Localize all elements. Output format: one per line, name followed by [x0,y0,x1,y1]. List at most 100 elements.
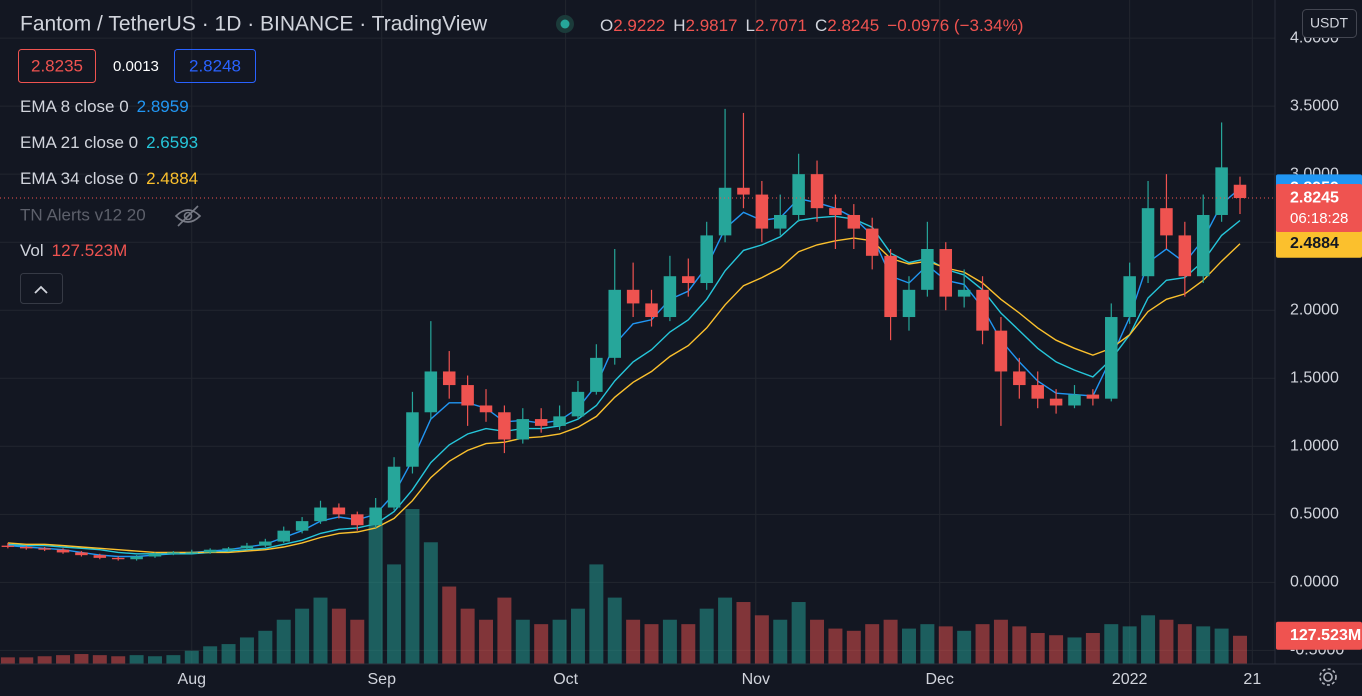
candle-body [277,530,290,542]
candle-body [700,235,713,284]
volume-bar [92,655,107,664]
ema-value: 2.6593 [146,133,198,152]
bid-price[interactable]: 2.8235 [31,56,83,75]
y-tick-label: 3.5000 [1290,97,1339,114]
volume-bar [350,619,365,664]
volume-bar [552,619,567,664]
candle-body [1105,317,1118,399]
volume-bar [957,630,972,664]
volume-bar [1012,626,1027,664]
volume-bar [607,597,622,664]
volume-bar [773,619,788,664]
volume-bar [1122,626,1137,664]
candle-body [773,214,787,229]
y-tick-label: 0.5000 [1290,506,1339,523]
candle-body [847,214,861,229]
candle-body [682,276,695,284]
chevron-icon[interactable] [34,285,48,294]
volume-bar [37,656,52,664]
volume-legend: Vol 127.523M [20,241,127,260]
x-tick-label: Aug [178,671,206,688]
volume-bar [74,654,89,664]
candle-body [222,548,235,550]
price-axis [1275,0,1362,696]
legend: Fantom / TetherUS · 1D · BINANCE · Tradi… [18,13,1023,304]
volume-tag-bg [1276,621,1362,650]
candle-body [1233,184,1247,199]
hidden-icon[interactable] [174,205,202,227]
volume-bar [442,586,457,664]
volume-bar [221,644,236,664]
volume-bar [754,615,769,664]
candle-body [1049,398,1063,406]
candle-body [20,546,33,549]
candle-body [185,552,199,554]
ema-name: EMA 8 close 0 [20,97,129,116]
candle-body [240,545,254,549]
candle-body [1160,208,1173,236]
volume-bar [239,637,254,664]
volume-bar [1177,624,1192,664]
plot-area [0,0,1275,664]
candle-body [406,412,419,467]
candle-body [1,545,15,547]
candle-body [75,552,88,556]
settings-icon[interactable] [1319,668,1337,686]
x-tick-label: Sep [368,671,397,688]
candle-body [259,541,272,546]
ema-value: 2.8959 [137,97,189,116]
volume-bar [184,650,199,664]
currency[interactable]: USDT [1310,15,1349,31]
candle-body [130,556,143,560]
candle-body [718,187,732,236]
x-tick-label: Dec [925,671,953,688]
ohlc-letter: C [815,16,827,35]
volume-bar [276,619,291,664]
ema-value: 2.4884 [146,169,198,188]
change-value: −0.0976 (−3.34%) [887,16,1023,35]
volume-name: Vol [20,241,44,260]
ask-box[interactable] [174,49,256,83]
candle-body [829,208,842,215]
candle-body [295,521,309,531]
volume-tag: 127.523M [1290,627,1361,644]
candle-body [369,507,382,526]
last-price-tag: 2.8245 [1290,189,1339,206]
candle-body [1196,214,1210,277]
ask-price[interactable]: 2.8248 [189,56,241,75]
candle-body [590,357,603,392]
x-tick-label: Nov [742,671,770,688]
volume-bar [570,608,585,664]
y-tick-label: 1.5000 [1290,369,1339,386]
ohlc-letter: H [673,16,685,35]
volume-bar [791,602,806,664]
volume-bar [331,608,346,664]
volume-bar [19,657,34,664]
x-tick-label: 21 [1243,671,1261,688]
candle-body [534,419,548,426]
volume-bar [644,624,659,664]
volume-bar [313,597,328,664]
volume-bar [681,624,696,664]
volume-bar [423,542,438,664]
y-tick-label: 2.0000 [1290,301,1339,318]
volume-bar [920,624,935,664]
volume-bar [662,619,677,664]
candle-body [608,289,621,358]
candle-body [810,174,824,209]
candle-body [424,371,438,413]
candle-body [314,507,327,522]
volume-bar [387,564,402,664]
volume-bar [865,624,880,664]
candle-body [755,194,769,229]
candle-body [442,371,456,386]
candle-body [571,391,585,417]
candle-body [1141,208,1155,277]
currency-box[interactable] [1302,9,1357,38]
bid-box[interactable] [18,49,96,83]
candle-body [553,416,566,426]
candle-body [976,289,989,331]
